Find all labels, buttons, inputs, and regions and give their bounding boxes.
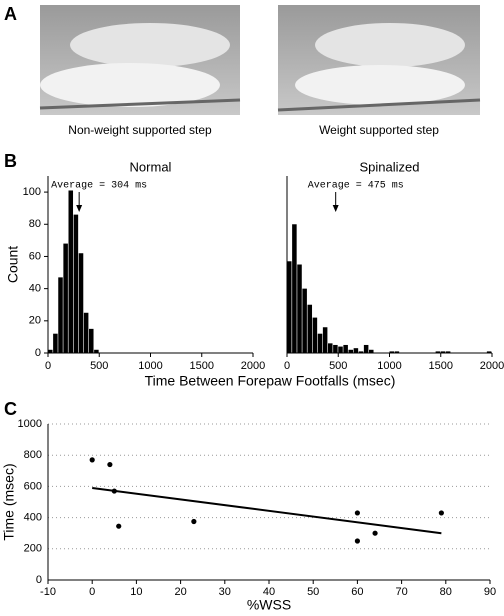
fit-line xyxy=(92,486,442,535)
y-tick-label: 80 xyxy=(29,218,41,230)
point xyxy=(354,510,360,516)
bar xyxy=(302,288,307,353)
bar xyxy=(445,351,451,353)
arrow-head xyxy=(332,205,339,212)
panel-label: A xyxy=(4,4,17,24)
x-tick-label: 60 xyxy=(351,586,363,598)
y-tick-label: 0 xyxy=(36,574,42,586)
bar xyxy=(394,351,400,353)
y-axis-label: Time (msec) xyxy=(1,463,17,540)
bar xyxy=(389,351,395,353)
bar xyxy=(440,351,446,353)
y-tick-label: 40 xyxy=(29,283,41,295)
bar xyxy=(78,253,84,353)
y-tick-label: 1000 xyxy=(18,418,42,430)
x-tick-label: 10 xyxy=(130,586,142,598)
bar xyxy=(297,264,302,353)
bar xyxy=(73,214,79,353)
y-tick-label: 0 xyxy=(35,347,41,359)
x-tick-label: 40 xyxy=(263,586,275,598)
x-tick-label: 50 xyxy=(307,586,319,598)
bar xyxy=(435,351,441,353)
x-tick-label: 0 xyxy=(284,360,290,372)
bar xyxy=(63,243,68,353)
bar xyxy=(348,349,354,353)
bar xyxy=(328,343,333,353)
panel-title: Normal xyxy=(130,159,172,174)
point xyxy=(354,538,360,544)
x-tick-label: 20 xyxy=(174,586,186,598)
x-tick-label: 1000 xyxy=(377,360,401,372)
x-tick-label: 1500 xyxy=(190,360,214,372)
y-tick-label: 20 xyxy=(29,315,41,327)
x-tick-label: 1000 xyxy=(138,360,162,372)
x-tick-label: 1500 xyxy=(429,360,453,372)
x-axis-label: %WSS xyxy=(247,597,291,613)
bar xyxy=(343,344,348,353)
point xyxy=(107,461,113,468)
x-tick-label: 2000 xyxy=(480,360,504,372)
y-tick-label: 100 xyxy=(23,186,41,198)
bar xyxy=(338,346,343,353)
x-tick-label: -10 xyxy=(40,586,56,598)
y-tick-label: 200 xyxy=(24,543,42,555)
y-tick-label: 800 xyxy=(24,449,42,461)
bar xyxy=(363,344,369,353)
bar xyxy=(307,304,313,353)
bar xyxy=(292,224,297,353)
bar xyxy=(358,351,364,353)
point xyxy=(191,518,197,525)
bar xyxy=(83,312,89,353)
bar xyxy=(486,351,492,353)
bar xyxy=(89,328,94,353)
point xyxy=(111,488,117,494)
photo-caption: Weight supported step xyxy=(319,123,439,137)
point xyxy=(372,530,378,536)
y-axis-label: Count xyxy=(5,246,21,283)
point xyxy=(89,457,95,463)
y-tick-label: 400 xyxy=(24,512,42,524)
bar xyxy=(287,261,292,353)
panel-title: Spinalized xyxy=(360,159,420,174)
panel-label: B xyxy=(4,151,17,171)
x-tick-label: 70 xyxy=(395,586,407,598)
x-tick-label: 90 xyxy=(484,586,496,598)
bar xyxy=(353,348,359,353)
bar xyxy=(53,333,58,353)
bar xyxy=(48,349,53,353)
photo xyxy=(39,5,241,115)
photo xyxy=(277,5,481,115)
annotation: Average = 475 ms xyxy=(308,181,404,192)
x-axis-label: Time Between Forepaw Footfalls (msec) xyxy=(145,373,396,389)
x-tick-label: 0 xyxy=(89,586,95,598)
x-tick-label: 500 xyxy=(90,360,108,372)
x-tick-label: 2000 xyxy=(241,360,265,372)
bar xyxy=(317,333,323,353)
x-tick-label: 500 xyxy=(329,360,347,372)
bar xyxy=(322,327,328,353)
bar xyxy=(68,190,74,353)
bar xyxy=(58,277,63,353)
bar xyxy=(312,317,318,353)
bar xyxy=(94,349,99,353)
arrow-head xyxy=(76,205,83,212)
photo-caption: Non-weight supported step xyxy=(68,123,212,137)
annotation: Average = 304 ms xyxy=(51,181,147,192)
x-tick-label: 30 xyxy=(219,586,231,598)
bar xyxy=(333,344,338,353)
point xyxy=(116,523,122,529)
x-tick-label: 0 xyxy=(45,360,51,372)
y-tick-label: 600 xyxy=(24,480,42,492)
point xyxy=(438,510,444,516)
bar xyxy=(369,349,374,353)
y-tick-label: 60 xyxy=(29,250,41,262)
panel-label: C xyxy=(4,399,17,419)
x-tick-label: 80 xyxy=(440,586,452,598)
